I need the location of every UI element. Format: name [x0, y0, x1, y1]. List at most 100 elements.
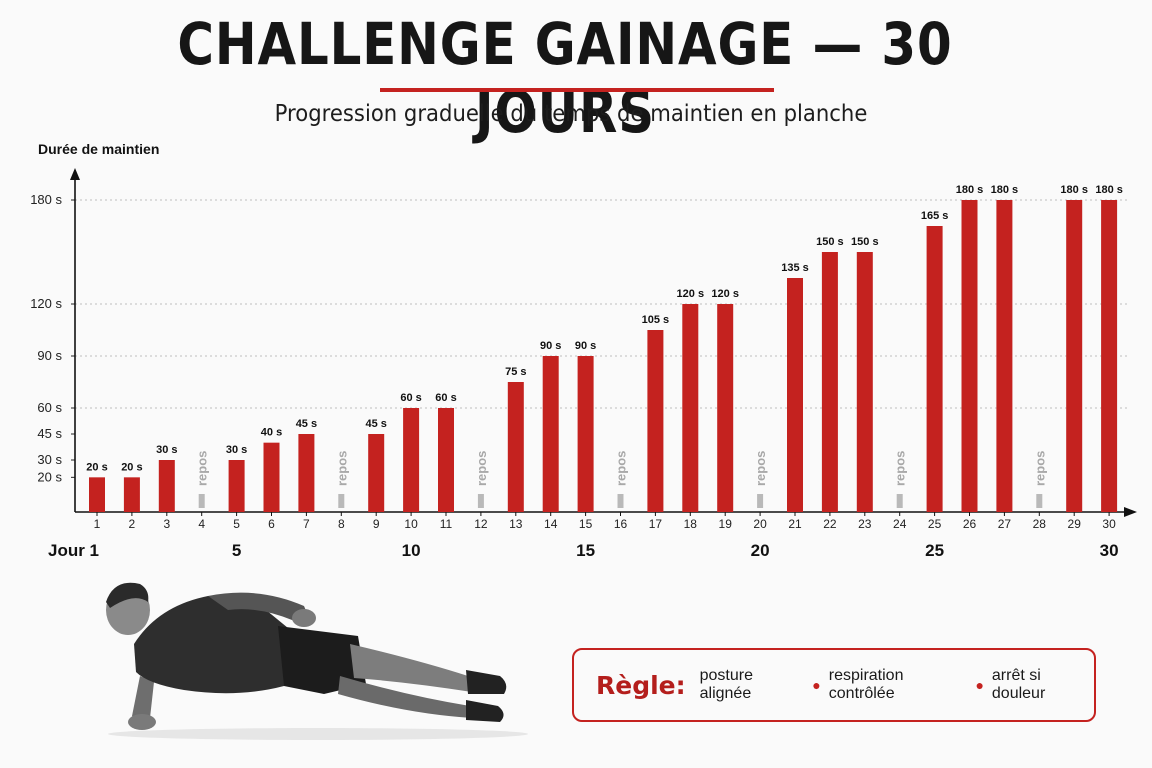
x-tick-label: 17	[649, 517, 663, 531]
bar	[996, 200, 1013, 512]
rule-item-respiration: respiration contrôlée	[828, 667, 904, 702]
rest-label: repos	[195, 451, 210, 486]
x-tick-label: 29	[1068, 517, 1082, 531]
data-label: 45 s	[365, 418, 386, 430]
bar	[263, 442, 280, 512]
bar	[1101, 200, 1118, 512]
y-axis-label: Durée de maintien	[38, 141, 159, 157]
x-tick-label: 14	[544, 517, 558, 531]
data-label: 20 s	[121, 461, 142, 473]
data-label: 105 s	[642, 314, 670, 326]
y-tick-label: 45 s	[37, 426, 62, 441]
bar	[821, 252, 838, 512]
x-tick-label: 30	[1102, 517, 1116, 531]
rest-marker	[1036, 494, 1043, 508]
rest-marker	[477, 494, 484, 508]
bar	[577, 356, 594, 512]
bar	[1066, 200, 1083, 512]
x-tick-label: 19	[719, 517, 733, 531]
data-label: 180 s	[1060, 184, 1088, 196]
day-marker-label: 15	[576, 541, 595, 560]
x-tick-label: 26	[963, 517, 977, 531]
bar	[961, 200, 978, 512]
data-label: 150 s	[816, 236, 844, 248]
rule-label: Règle:	[596, 670, 686, 700]
rest-label: repos	[614, 451, 629, 486]
rest-label: repos	[893, 451, 908, 486]
day-marker-label: 25	[925, 541, 944, 560]
data-label: 180 s	[991, 184, 1019, 196]
bar	[123, 477, 140, 512]
x-tick-label: 28	[1033, 517, 1047, 531]
rest-label: repos	[334, 451, 349, 486]
bar	[403, 408, 420, 512]
bar	[298, 434, 315, 512]
x-tick-label: 3	[163, 517, 170, 531]
x-tick-label: 1	[94, 517, 101, 531]
rule-item-posture: posture alignée	[699, 667, 753, 702]
day-marker-label: 5	[232, 541, 241, 560]
data-label: 60 s	[400, 392, 421, 404]
day-marker-label: 20	[751, 541, 770, 560]
y-tick-label: 30 s	[37, 452, 62, 467]
x-tick-label: 11	[440, 517, 453, 531]
x-tick-label: 24	[893, 517, 907, 531]
rest-marker	[198, 494, 205, 508]
bar	[647, 330, 664, 512]
data-label: 20 s	[86, 461, 107, 473]
data-label: 180 s	[1095, 184, 1123, 196]
data-label: 60 s	[435, 392, 456, 404]
x-tick-label: 16	[614, 517, 628, 531]
title-underline	[380, 88, 774, 92]
bar	[507, 382, 524, 512]
bar	[856, 252, 873, 512]
x-tick-label: 6	[268, 517, 275, 531]
rest-label: repos	[474, 451, 489, 486]
bar	[717, 304, 734, 512]
data-label: 75 s	[505, 366, 526, 378]
data-label: 180 s	[956, 184, 984, 196]
data-label: 90 s	[540, 340, 561, 352]
rest-marker	[896, 494, 903, 508]
bar	[787, 278, 803, 512]
data-label: 135 s	[781, 262, 809, 274]
rest-marker	[757, 494, 764, 508]
x-tick-label: 4	[198, 517, 205, 531]
y-axis-arrow-icon	[70, 168, 80, 180]
rest-marker	[617, 494, 624, 508]
x-tick-label: 10	[404, 517, 418, 531]
bar	[368, 434, 385, 512]
y-tick-label: 120 s	[30, 296, 62, 311]
data-label: 40 s	[261, 427, 282, 439]
x-tick-label: 25	[928, 517, 942, 531]
x-tick-label: 22	[823, 517, 837, 531]
y-tick-label: 60 s	[37, 400, 62, 415]
y-tick-label: 90 s	[37, 348, 62, 363]
rest-label: repos	[753, 451, 768, 486]
x-tick-label: 27	[998, 517, 1012, 531]
day-marker-label: 30	[1100, 541, 1119, 560]
data-label: 30 s	[156, 444, 177, 456]
day-marker-label: Jour 1	[48, 541, 99, 560]
x-tick-label: 20	[753, 517, 767, 531]
data-label: 45 s	[296, 418, 317, 430]
chart-subtitle: Progression graduelle du temps de mainti…	[274, 101, 868, 127]
data-label: 150 s	[851, 236, 879, 248]
data-label: 120 s	[677, 288, 705, 300]
data-label: 90 s	[575, 340, 596, 352]
data-label: 30 s	[226, 444, 247, 456]
rule-item-douleur: arrêt si douleur	[991, 667, 1046, 702]
side-plank-athlete-icon	[106, 582, 528, 740]
y-tick-label: 20 s	[37, 469, 62, 484]
bar	[682, 304, 699, 512]
x-tick-label: 15	[579, 517, 593, 531]
data-label: 120 s	[711, 288, 739, 300]
bar	[89, 477, 105, 512]
bullet-icon: ●	[812, 677, 821, 693]
x-tick-label: 8	[338, 517, 345, 531]
bar	[926, 226, 943, 512]
x-tick-label: 23	[858, 517, 872, 531]
rest-label: repos	[1032, 451, 1047, 486]
x-tick-label: 12	[474, 517, 488, 531]
